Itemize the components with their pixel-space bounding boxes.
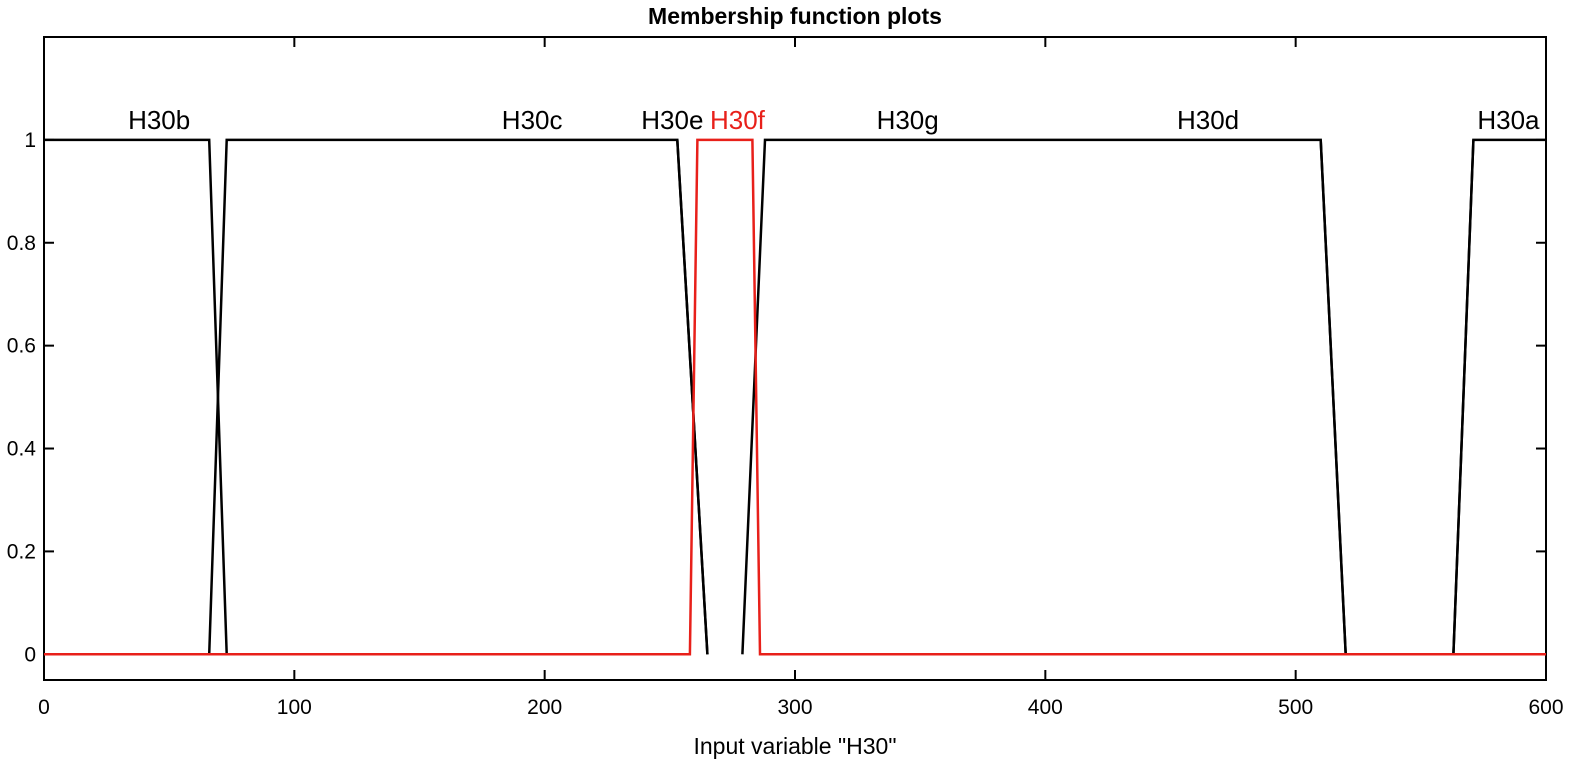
mf-label-h30f: H30f (710, 105, 766, 135)
plot-frame (43, 36, 1547, 681)
x-tick-label: 300 (777, 696, 812, 719)
mf-line-h30d (1319, 139, 1475, 656)
x-tick-labels: 0 100 200 300 400 500 600 (38, 696, 1563, 719)
tick-marks (43, 37, 1547, 680)
mf-line-h30e (676, 139, 709, 655)
mf-line-h30a (1452, 138, 1546, 655)
x-tick-label: 0 (38, 696, 50, 719)
mf-label-h30b: H30b (128, 105, 190, 135)
mf-line-h30b (44, 138, 228, 655)
x-tick-label: 200 (527, 696, 562, 719)
x-tick-label: 100 (277, 696, 312, 719)
mf-label-h30e: H30e (641, 105, 703, 135)
membership-labels: H30b H30c H30e H30f H30g H30d H30a (128, 105, 1540, 135)
y-tick-label: 0.2 (7, 540, 36, 563)
mf-line-h30c (207, 138, 709, 655)
mf-label-h30g: H30g (877, 105, 939, 135)
mf-line-h30f (44, 138, 1546, 656)
y-tick-label: 0 (24, 643, 36, 666)
mf-line-h30g (741, 138, 1347, 655)
y-tick-label: 0.4 (7, 438, 37, 461)
x-tick-label: 500 (1278, 696, 1313, 719)
membership-lines (44, 138, 1546, 656)
x-axis-label: Input variable "H30" (693, 733, 896, 759)
mf-label-h30a: H30a (1477, 105, 1540, 135)
x-tick-label: 600 (1528, 696, 1563, 719)
mf-label-h30c: H30c (502, 105, 563, 135)
y-tick-label: 0.6 (7, 335, 36, 358)
y-tick-label: 1 (24, 129, 36, 152)
x-tick-label: 400 (1028, 696, 1063, 719)
y-tick-label: 0.8 (7, 232, 36, 255)
chart-title: Membership function plots (648, 3, 942, 29)
y-tick-labels: 0 0.2 0.4 0.6 0.8 1 (7, 129, 37, 666)
mf-label-h30d: H30d (1177, 105, 1239, 135)
